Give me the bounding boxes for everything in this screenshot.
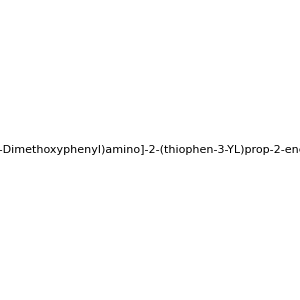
Text: 3-[(2,4-Dimethoxyphenyl)amino]-2-(thiophen-3-YL)prop-2-enenitrile: 3-[(2,4-Dimethoxyphenyl)amino]-2-(thioph… (0, 145, 300, 155)
